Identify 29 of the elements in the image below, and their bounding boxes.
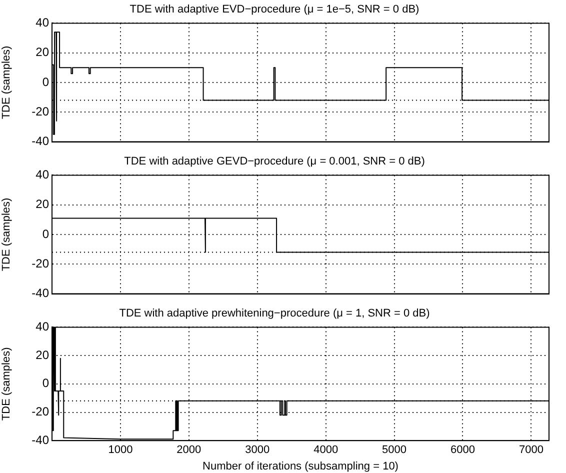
x-tick-label: 4000 <box>314 444 338 456</box>
y-tick-label: 20 <box>36 197 50 212</box>
y-axis-title: TDE (samples) <box>0 46 13 120</box>
x-tick-label: 2000 <box>176 444 202 456</box>
x-tick-label: 5000 <box>382 444 407 456</box>
y-tick-label: 40 <box>36 168 50 182</box>
y-tick-label: -40 <box>32 286 50 300</box>
y-tick-label: -20 <box>32 256 50 270</box>
y-tick-label: 0 <box>42 226 50 241</box>
x-tick-label: 1000 <box>108 444 133 456</box>
chart-title: TDE with adaptive EVD−procedure (μ = 1e−5, SNR = 0 dB) <box>130 4 420 16</box>
y-axis-title: TDE (samples) <box>0 347 13 421</box>
y-tick-label: 40 <box>36 320 50 334</box>
x-axis-title: Number of iterations (subsampling = 10) <box>202 460 398 472</box>
x-tick-label: 3000 <box>245 444 270 456</box>
y-tick-label: 20 <box>36 45 50 60</box>
y-tick-label: 40 <box>36 16 50 30</box>
chart-title: TDE with adaptive prewhitening−procedure (μ = 1, SNR = 0 dB) <box>119 308 430 320</box>
y-tick-label: -20 <box>32 404 50 419</box>
x-tick-label: 6000 <box>450 444 475 456</box>
y-tick-label: 0 <box>42 74 50 89</box>
chart-title: TDE with adaptive GEVD−procedure (μ = 0.001, SNR = 0 dB) <box>124 156 425 168</box>
y-tick-label: -40 <box>32 134 50 148</box>
x-tick-label: 7000 <box>518 444 544 456</box>
y-tick-label: 0 <box>42 376 50 390</box>
y-axis-title: TDE (samples) <box>0 198 13 272</box>
y-tick-label: -20 <box>32 104 50 118</box>
y-tick-label: -40 <box>32 432 50 447</box>
y-tick-label: 20 <box>36 348 50 362</box>
